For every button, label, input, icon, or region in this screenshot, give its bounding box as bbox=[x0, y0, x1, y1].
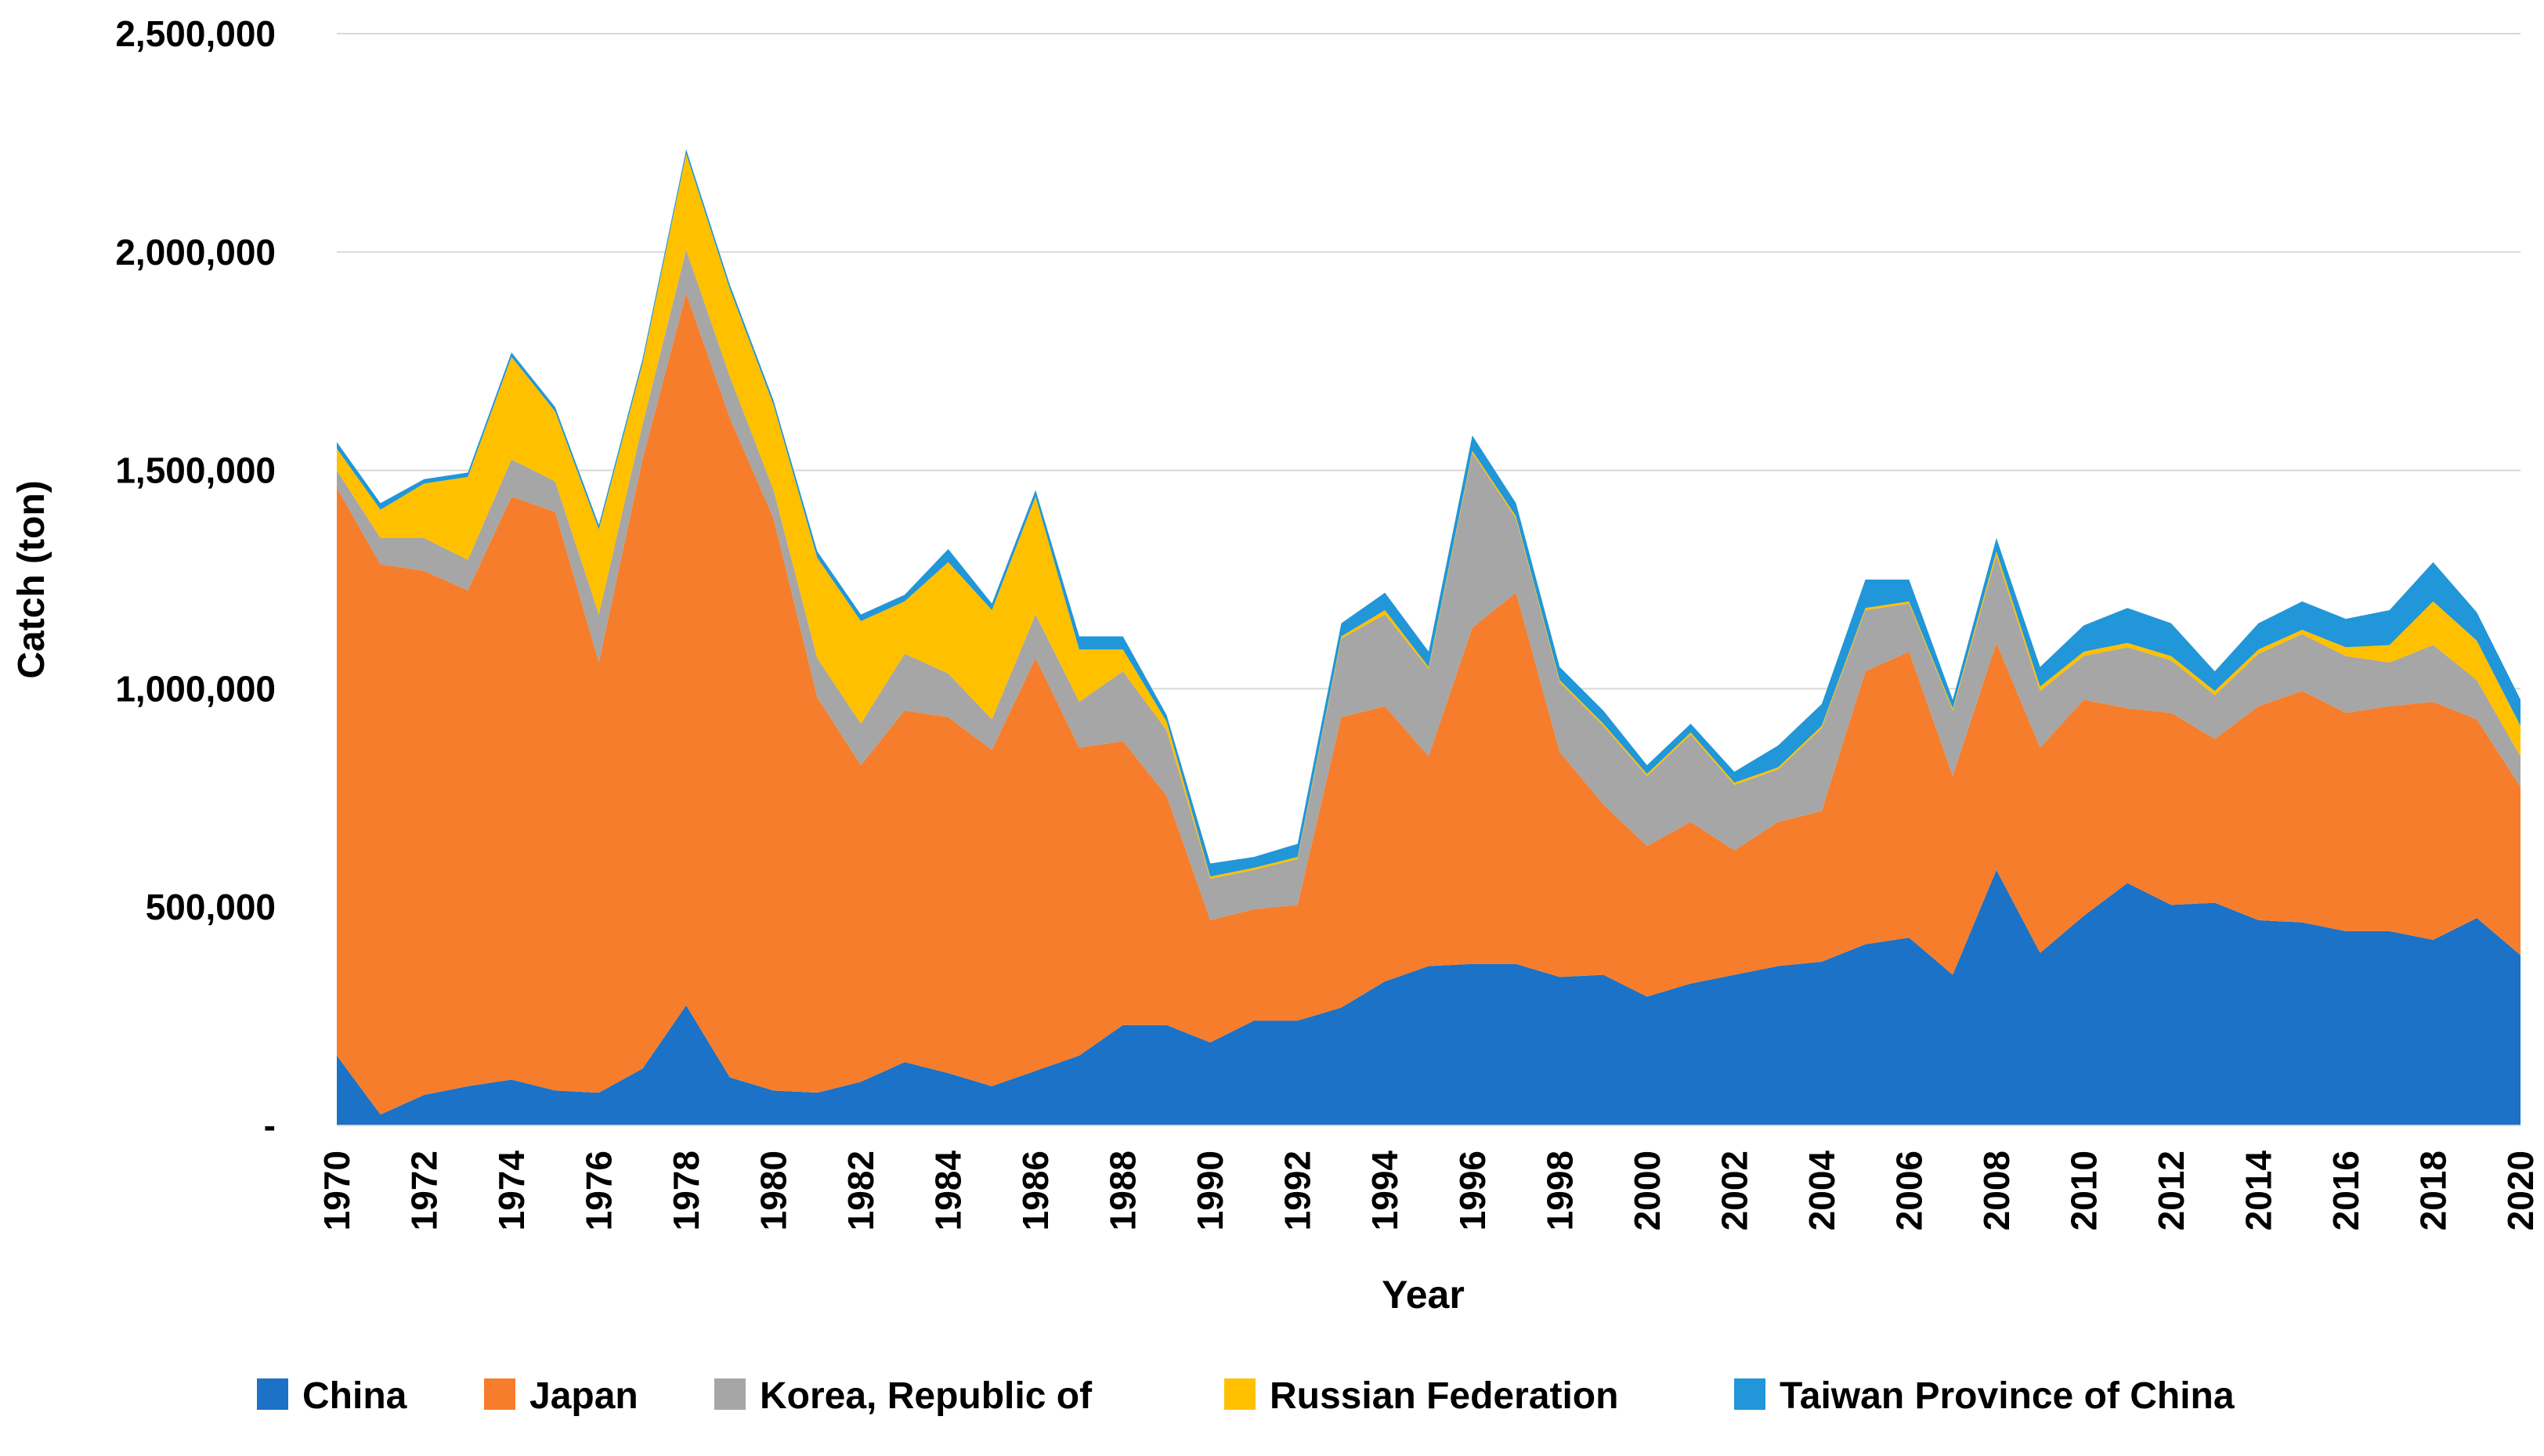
x-tick-label: 1992 bbox=[1277, 1151, 1318, 1230]
area-series-china bbox=[337, 869, 2521, 1125]
x-tick-label: 1972 bbox=[404, 1151, 445, 1230]
legend-swatch bbox=[1734, 1378, 1765, 1410]
x-tick-label: 1990 bbox=[1190, 1151, 1230, 1230]
legend-label: China bbox=[302, 1375, 407, 1417]
x-tick-label: 1984 bbox=[928, 1151, 969, 1231]
x-tick-label: 1996 bbox=[1452, 1151, 1493, 1230]
x-tick-label: 1982 bbox=[840, 1151, 881, 1230]
x-tick-label: 1980 bbox=[753, 1151, 794, 1230]
x-tick-label: 2004 bbox=[1801, 1151, 1842, 1231]
y-axis-title: Catch (ton) bbox=[11, 480, 52, 678]
stacked-areas bbox=[337, 149, 2521, 1125]
x-tick-label: 1976 bbox=[579, 1151, 620, 1230]
x-tick-label: 1986 bbox=[1015, 1151, 1056, 1230]
x-tick-label: 2018 bbox=[2412, 1151, 2453, 1230]
x-tick-label: 2012 bbox=[2151, 1151, 2192, 1230]
legend-label: Korea, Republic of bbox=[760, 1375, 1093, 1417]
legend-swatch bbox=[714, 1378, 746, 1410]
x-tick-label: 1970 bbox=[316, 1151, 357, 1230]
x-tick-label: 1988 bbox=[1103, 1151, 1144, 1230]
legend-swatch bbox=[1224, 1378, 1256, 1410]
x-tick-label: 2010 bbox=[2063, 1151, 2104, 1230]
legend-swatch bbox=[484, 1378, 515, 1410]
x-axis-title: Year bbox=[1382, 1273, 1465, 1317]
legend-item-korea-republic-of: Korea, Republic of bbox=[714, 1375, 1093, 1417]
legend-label: Taiwan Province of China bbox=[1780, 1375, 2235, 1417]
legend-item-china: China bbox=[257, 1375, 407, 1417]
legend-item-japan: Japan bbox=[484, 1375, 638, 1417]
y-tick-label: - bbox=[264, 1105, 276, 1146]
legend-item-russian-federation: Russian Federation bbox=[1224, 1375, 1618, 1417]
x-tick-label: 2020 bbox=[2500, 1151, 2541, 1230]
x-tick-label: 2008 bbox=[1976, 1151, 2017, 1230]
x-tick-label: 1974 bbox=[491, 1151, 532, 1231]
legend: China Japan Korea, Republic of Russian Fede… bbox=[257, 1375, 2235, 1417]
x-tick-label: 1978 bbox=[666, 1151, 706, 1230]
y-tick-label: 1,500,000 bbox=[115, 450, 276, 491]
x-tick-label: 2000 bbox=[1627, 1151, 1668, 1230]
area-series-japan bbox=[337, 293, 2521, 1115]
legend-swatch bbox=[257, 1378, 288, 1410]
x-tick-label: 2006 bbox=[1888, 1151, 1929, 1230]
x-tick-label: 1994 bbox=[1364, 1151, 1405, 1231]
axes: - 500,000 1,000,000 1,500,000 2,000,000 2,500… bbox=[11, 13, 2541, 1317]
x-tick-label: 2014 bbox=[2238, 1151, 2278, 1231]
x-tick-label: 2002 bbox=[1714, 1151, 1754, 1230]
x-tick-label: 2016 bbox=[2325, 1151, 2366, 1230]
y-tick-label: 2,000,000 bbox=[115, 232, 276, 273]
legend-label: Japan bbox=[529, 1375, 638, 1417]
y-tick-label: 500,000 bbox=[146, 887, 276, 927]
legend-label: Russian Federation bbox=[1270, 1375, 1618, 1417]
x-tick-label: 1998 bbox=[1539, 1151, 1580, 1230]
y-tick-label: 2,500,000 bbox=[115, 13, 276, 54]
legend-item-taiwan-province-of-china: Taiwan Province of China bbox=[1734, 1375, 2235, 1417]
y-tick-label: 1,000,000 bbox=[115, 668, 276, 709]
